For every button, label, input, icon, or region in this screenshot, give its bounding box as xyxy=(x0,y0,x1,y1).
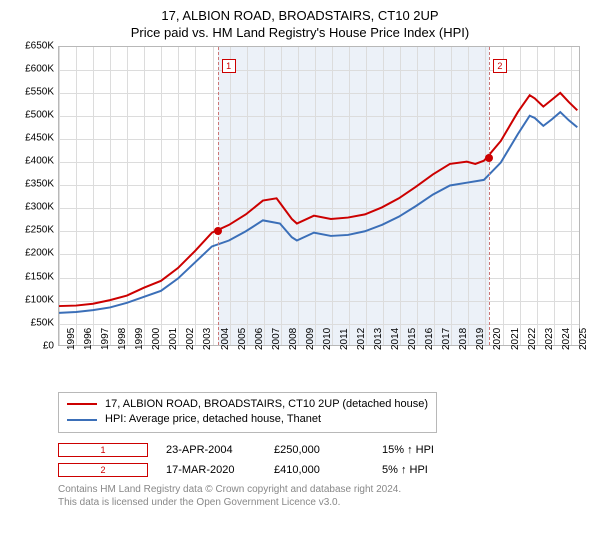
line-series-svg xyxy=(59,47,579,345)
legend-row-hpi: HPI: Average price, detached house, Than… xyxy=(67,412,428,427)
footer-line2: This data is licensed under the Open Gov… xyxy=(58,496,590,509)
sale-row-2: 2 17-MAR-2020 £410,000 5% ↑ HPI xyxy=(58,463,590,477)
y-axis-label: £400K xyxy=(10,156,54,167)
y-axis-label: £650K xyxy=(10,40,54,51)
sale-vs-hpi-1: 15% ↑ HPI xyxy=(382,444,472,456)
y-axis-label: £50K xyxy=(10,317,54,328)
sale-date-2: 17-MAR-2020 xyxy=(166,464,256,476)
chart-title: 17, ALBION ROAD, BROADSTAIRS, CT10 2UP P… xyxy=(10,8,590,42)
series-price_paid xyxy=(59,93,577,306)
sale-date-1: 23-APR-2004 xyxy=(166,444,256,456)
title-line1: 17, ALBION ROAD, BROADSTAIRS, CT10 2UP xyxy=(10,8,590,25)
title-line2: Price paid vs. HM Land Registry's House … xyxy=(10,25,590,42)
marker-dot-2 xyxy=(485,154,493,162)
y-axis-label: £600K xyxy=(10,63,54,74)
marker-box-2: 2 xyxy=(493,59,507,73)
y-axis-label: £150K xyxy=(10,271,54,282)
sale-price-2: £410,000 xyxy=(274,464,364,476)
marker-vline-1 xyxy=(218,47,219,345)
y-axis-label: £300K xyxy=(10,202,54,213)
legend-row-price-paid: 17, ALBION ROAD, BROADSTAIRS, CT10 2UP (… xyxy=(67,397,428,412)
sale-vs-hpi-2: 5% ↑ HPI xyxy=(382,464,472,476)
marker-box-1: 1 xyxy=(222,59,236,73)
x-axis-label: 2025 xyxy=(578,328,600,350)
legend-swatch-blue xyxy=(67,419,97,421)
y-axis-label: £200K xyxy=(10,248,54,259)
marker-vline-2 xyxy=(489,47,490,345)
sale-marker-2: 2 xyxy=(58,463,148,477)
y-axis-label: £550K xyxy=(10,86,54,97)
legend-label-blue: HPI: Average price, detached house, Than… xyxy=(105,412,321,427)
legend-swatch-red xyxy=(67,403,97,405)
sale-row-1: 1 23-APR-2004 £250,000 15% ↑ HPI xyxy=(58,443,590,457)
sale-marker-1: 1 xyxy=(58,443,148,457)
plot-area: 12 xyxy=(58,46,580,346)
y-axis-label: £250K xyxy=(10,225,54,236)
y-axis-label: £350K xyxy=(10,179,54,190)
chart-area: £0 £50K £100K £150K £200K £250K £300K £350K £400… xyxy=(10,46,590,386)
footer-line1: Contains HM Land Registry data © Crown c… xyxy=(58,483,590,496)
legend-label-red: 17, ALBION ROAD, BROADSTAIRS, CT10 2UP (… xyxy=(105,397,428,412)
y-axis-label: £0 xyxy=(10,340,54,351)
footer: Contains HM Land Registry data © Crown c… xyxy=(58,483,590,509)
marker-dot-1 xyxy=(214,227,222,235)
legend: 17, ALBION ROAD, BROADSTAIRS, CT10 2UP (… xyxy=(58,392,437,433)
sale-price-1: £250,000 xyxy=(274,444,364,456)
y-axis-label: £500K xyxy=(10,110,54,121)
y-axis-label: £450K xyxy=(10,133,54,144)
y-axis-label: £100K xyxy=(10,294,54,305)
